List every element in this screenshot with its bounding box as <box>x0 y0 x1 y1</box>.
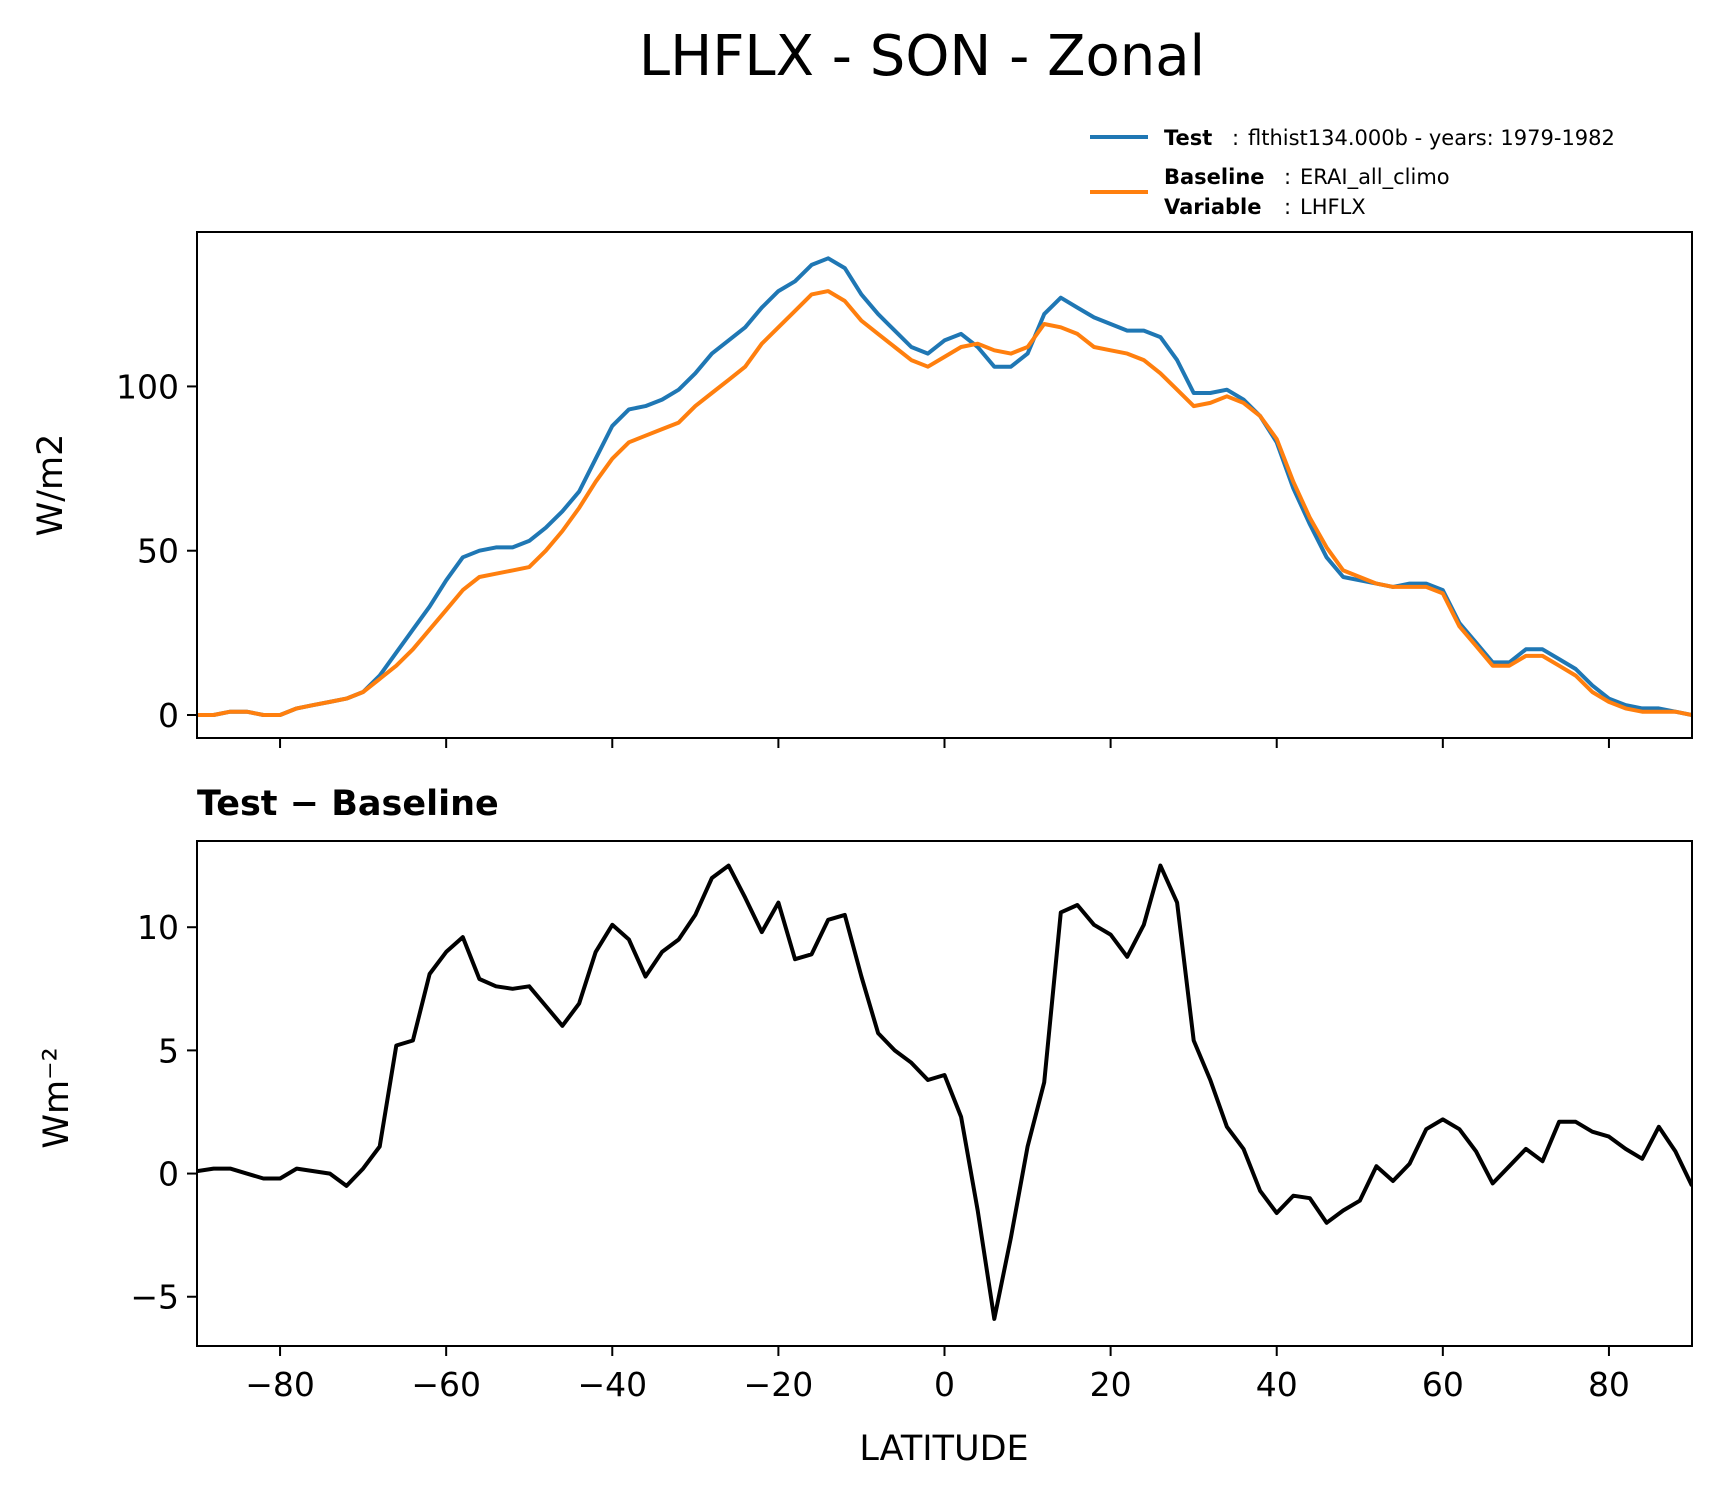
x-tick-label: −60 <box>411 1365 481 1404</box>
top-y-tick-label: 50 <box>137 532 179 571</box>
bottom-y-axis-label: Wm⁻² <box>37 1047 77 1148</box>
difference-plot-title: Test − Baseline <box>197 784 499 824</box>
series-line-difference <box>197 863 1692 1321</box>
legend: Test : flthist134.000b - years: 1979-198… <box>1090 126 1615 219</box>
difference-plot-frame <box>196 840 1693 1347</box>
top-y-axis-label: W/m2 <box>31 434 71 537</box>
x-tick-label: 0 <box>934 1365 955 1404</box>
x-tick-label: 80 <box>1588 1365 1630 1404</box>
legend-key-baseline: Baseline <box>1164 165 1265 189</box>
legend-text-variable: LHFLX <box>1300 195 1366 219</box>
legend-sep-baseline: : <box>1284 165 1291 189</box>
legend-text-test: flthist134.000b - years: 1979-1982 <box>1248 126 1615 150</box>
bottom-y-tick-label: −5 <box>130 1278 179 1317</box>
legend-sep-test: : <box>1232 126 1239 150</box>
legend-sep-variable: : <box>1284 195 1291 219</box>
difference-plot: Test − Baseline −5 0 5 10 −80 −60 −40 −20 0 20 40 6… <box>37 784 1693 1469</box>
x-tick-label: −80 <box>245 1365 315 1404</box>
x-tick-label: 20 <box>1090 1365 1132 1404</box>
x-tick-label: −40 <box>577 1365 647 1404</box>
x-tick-label: 40 <box>1256 1365 1298 1404</box>
series-line-test <box>197 256 1692 717</box>
top-y-tick-label: 0 <box>158 696 179 735</box>
bottom-y-tick-label: 5 <box>158 1031 179 1070</box>
series-line-baseline <box>197 289 1692 717</box>
bottom-y-tick-label: 10 <box>137 908 179 947</box>
figure-title: LHFLX - SON - Zonal <box>639 24 1205 89</box>
bottom-y-tick-label: 0 <box>158 1155 179 1194</box>
legend-key-variable: Variable <box>1164 195 1261 219</box>
x-axis-label: LATITUDE <box>859 1429 1028 1469</box>
zonal-mean-plot: 0 50 100 W/m2 <box>31 231 1693 748</box>
x-tick-label: 60 <box>1422 1365 1464 1404</box>
x-tick-label: −20 <box>744 1365 814 1404</box>
legend-text-baseline: ERAI_all_climo <box>1300 165 1450 190</box>
zonal-mean-plot-frame <box>196 231 1693 739</box>
legend-key-test: Test <box>1164 126 1212 150</box>
top-y-tick-label: 100 <box>116 367 179 406</box>
